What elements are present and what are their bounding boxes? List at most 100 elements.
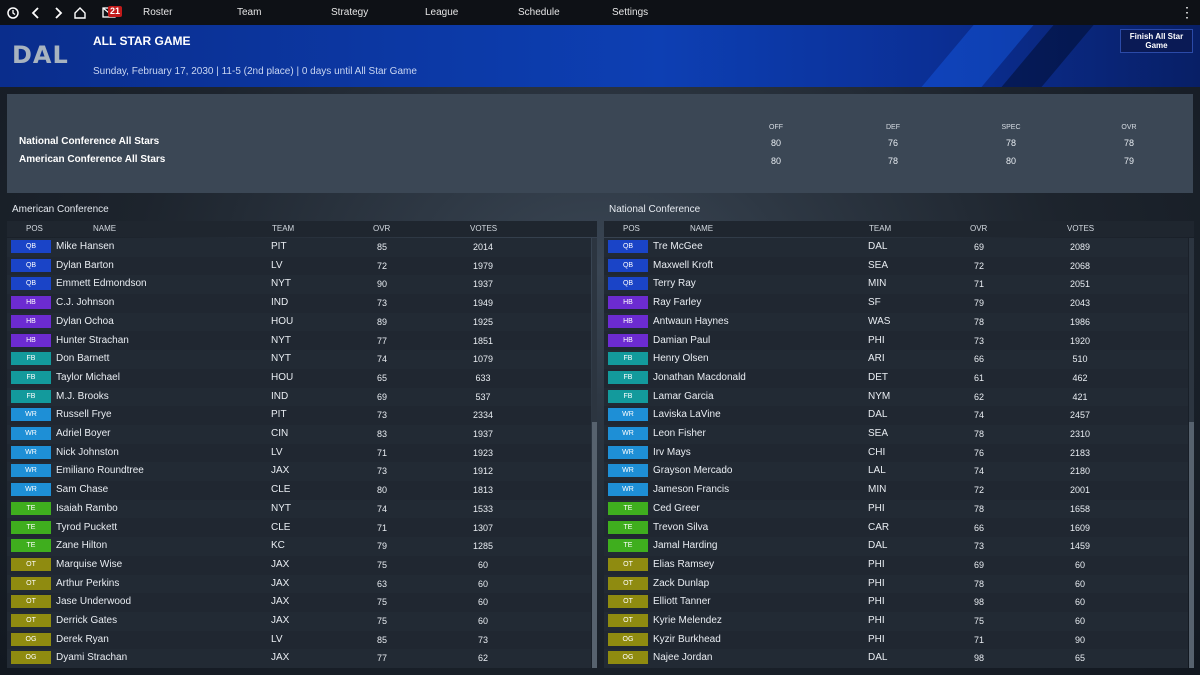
player-name[interactable]: Jonathan Macdonald [653, 371, 746, 383]
table-row[interactable]: HB Dylan Ochoa HOU 89 1925 [7, 312, 591, 332]
table-row[interactable]: QB Dylan Barton LV 72 1979 [7, 257, 591, 276]
table-row[interactable]: FB Jonathan Macdonald DET 61 462 [604, 369, 1188, 388]
player-name[interactable]: Henry Olsen [653, 353, 709, 365]
table-row[interactable]: HB Antwaun Haynes WAS 78 1986 [604, 312, 1188, 332]
home-icon[interactable] [69, 0, 91, 25]
player-name[interactable]: Elliott Tanner [653, 596, 711, 608]
col-name[interactable]: NAME [93, 224, 117, 233]
table-row[interactable]: WR Grayson Mercado LAL 74 2180 [604, 462, 1188, 482]
table-row[interactable]: OT Elliott Tanner PHI 98 60 [604, 593, 1188, 612]
player-name[interactable]: Leon Fisher [653, 428, 706, 439]
player-name[interactable]: Don Barnett [56, 353, 110, 365]
table-row[interactable]: OG Derek Ryan LV 85 73 [7, 631, 591, 650]
player-name[interactable]: Trevon Silva [653, 521, 709, 533]
player-name[interactable]: Elias Ramsey [653, 558, 715, 570]
table-row[interactable]: OT Jase Underwood JAX 75 60 [7, 593, 591, 612]
table-row[interactable]: WR Emiliano Roundtree JAX 73 1912 [7, 462, 591, 482]
table-row[interactable]: FB Don Barnett NYT 74 1079 [7, 350, 591, 369]
history-icon[interactable] [2, 0, 24, 25]
player-name[interactable]: Taylor Michael [56, 371, 120, 383]
player-name[interactable]: Marquise Wise [56, 558, 123, 570]
table-row[interactable]: OT Arthur Perkins JAX 63 60 [7, 574, 591, 594]
player-name[interactable]: Dylan Barton [56, 259, 114, 271]
table-row[interactable]: WR Sam Chase CLE 80 1813 [7, 481, 591, 500]
mail-icon[interactable]: 21 [96, 0, 123, 25]
table-row[interactable]: OG Najee Jordan DAL 98 65 [604, 649, 1188, 668]
table-row[interactable]: OG Dyami Strachan JAX 77 62 [7, 649, 591, 668]
player-name[interactable]: Najee Jordan [653, 652, 713, 664]
col-team[interactable]: TEAM [272, 224, 295, 233]
table-row[interactable]: WR Adriel Boyer CIN 83 1937 [7, 425, 591, 444]
player-name[interactable]: Isaiah Rambo [56, 502, 118, 514]
table-row[interactable]: WR Leon Fisher SEA 78 2310 [604, 425, 1188, 444]
table-row[interactable]: QB Emmett Edmondson NYT 90 1937 [7, 275, 591, 295]
player-name[interactable]: Damian Paul [653, 334, 711, 346]
player-name[interactable]: Laviska LaVine [653, 409, 721, 421]
player-name[interactable]: Antwaun Haynes [653, 315, 729, 327]
table-row[interactable]: WR Irv Mays CHI 76 2183 [604, 444, 1188, 463]
col-ovr[interactable]: OVR [373, 224, 391, 233]
table-row[interactable]: FB Lamar Garcia NYM 62 421 [604, 387, 1188, 407]
table-row[interactable]: WR Russell Frye PIT 73 2334 [7, 406, 591, 425]
col-votes[interactable]: VOTES [470, 224, 498, 233]
nav-strategy[interactable]: Strategy [331, 7, 369, 18]
table-row[interactable]: OG Kyzir Burkhead PHI 71 90 [604, 631, 1188, 650]
table-row[interactable]: HB C.J. Johnson IND 73 1949 [7, 294, 591, 313]
player-name[interactable]: Derek Ryan [56, 633, 109, 645]
player-name[interactable]: Tyrod Puckett [56, 521, 118, 533]
table-row[interactable]: OT Elias Ramsey PHI 69 60 [604, 556, 1188, 575]
table-row[interactable]: TE Zane Hilton KC 79 1285 [7, 537, 591, 556]
player-name[interactable]: Maxwell Kroft [653, 259, 714, 271]
table-row[interactable]: HB Hunter Strachan NYT 77 1851 [7, 332, 591, 351]
player-name[interactable]: Russell Frye [56, 409, 112, 421]
player-name[interactable]: Lamar Garcia [653, 390, 714, 402]
table-row[interactable]: TE Ced Greer PHI 78 1658 [604, 499, 1188, 519]
player-name[interactable]: Terry Ray [653, 278, 696, 290]
finish-all-star-game-button[interactable]: Finish All Star Game [1120, 29, 1193, 53]
player-name[interactable]: Zane Hilton [56, 540, 108, 552]
col-pos[interactable]: POS [26, 224, 43, 233]
more-menu-icon[interactable]: ⋮ [1180, 4, 1194, 20]
nav-team[interactable]: Team [237, 7, 262, 18]
table-row[interactable]: TE Jamal Harding DAL 73 1459 [604, 537, 1188, 556]
player-name[interactable]: Jamal Harding [653, 540, 718, 552]
table-row[interactable]: OT Marquise Wise JAX 75 60 [7, 556, 591, 575]
player-name[interactable]: Jase Underwood [56, 596, 132, 608]
table-row[interactable]: QB Maxwell Kroft SEA 72 2068 [604, 257, 1188, 276]
table-row[interactable]: HB Ray Farley SF 79 2043 [604, 294, 1188, 313]
table-row[interactable]: TE Isaiah Rambo NYT 74 1533 [7, 499, 591, 519]
player-name[interactable]: Arthur Perkins [56, 577, 120, 589]
table-row[interactable]: TE Trevon Silva CAR 66 1609 [604, 519, 1188, 538]
player-name[interactable]: Jameson Francis [653, 484, 730, 496]
col-team[interactable]: TEAM [869, 224, 892, 233]
player-name[interactable]: Emmett Edmondson [56, 278, 147, 290]
player-name[interactable]: Dyami Strachan [56, 652, 128, 664]
player-name[interactable]: Ray Farley [653, 297, 702, 309]
nav-league[interactable]: League [425, 7, 459, 18]
table-row[interactable]: QB Mike Hansen PIT 85 2014 [7, 238, 591, 257]
forward-arrow-icon[interactable] [47, 0, 69, 25]
table-row[interactable]: OT Derrick Gates JAX 75 60 [7, 612, 591, 631]
player-name[interactable]: Tre McGee [653, 241, 703, 252]
player-name[interactable]: Nick Johnston [56, 446, 119, 458]
player-name[interactable]: Derrick Gates [56, 615, 118, 626]
table-row[interactable]: WR Nick Johnston LV 71 1923 [7, 444, 591, 463]
table-row[interactable]: WR Laviska LaVine DAL 74 2457 [604, 406, 1188, 425]
player-name[interactable]: Adriel Boyer [56, 428, 111, 439]
player-name[interactable]: C.J. Johnson [56, 297, 115, 309]
player-name[interactable]: Grayson Mercado [653, 465, 733, 477]
table-row[interactable]: FB Henry Olsen ARI 66 510 [604, 350, 1188, 369]
table-row[interactable]: TE Tyrod Puckett CLE 71 1307 [7, 519, 591, 538]
table-row[interactable]: QB Terry Ray MIN 71 2051 [604, 275, 1188, 295]
table-row[interactable]: OT Kyrie Melendez PHI 75 60 [604, 612, 1188, 631]
col-ovr[interactable]: OVR [970, 224, 988, 233]
player-name[interactable]: Kyrie Melendez [653, 615, 722, 626]
player-name[interactable]: M.J. Brooks [56, 390, 109, 402]
player-name[interactable]: Hunter Strachan [56, 334, 129, 346]
player-name[interactable]: Sam Chase [56, 484, 109, 496]
table-row[interactable]: QB Tre McGee DAL 69 2089 [604, 238, 1188, 257]
scrollbar-thumb[interactable] [1189, 422, 1194, 668]
table-row[interactable]: WR Jameson Francis MIN 72 2001 [604, 481, 1188, 500]
table-row[interactable]: FB M.J. Brooks IND 69 537 [7, 387, 591, 407]
player-name[interactable]: Zack Dunlap [653, 577, 710, 589]
